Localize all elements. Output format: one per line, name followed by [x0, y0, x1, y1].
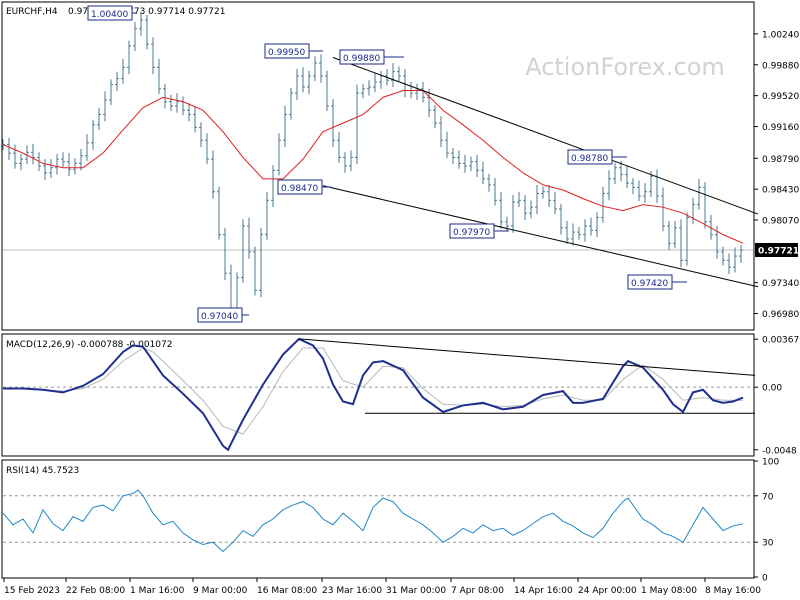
channel-lower-line — [322, 185, 759, 288]
price-annotation-label: 0.99880 — [343, 54, 380, 64]
price-axis-label: 0.98790 — [762, 155, 799, 165]
x-axis-label: 14 Apr 16:00 — [514, 586, 573, 596]
x-axis-label: 8 May 16:00 — [705, 586, 761, 596]
macd-title: MACD(12,26,9) -0.000788 -0.001072 — [6, 340, 172, 350]
price-axis-label: 0.99520 — [762, 92, 799, 102]
price-annotation-label: 1.00400 — [91, 10, 128, 20]
watermark: ActionForex.com — [525, 53, 725, 81]
rsi-panel — [1, 459, 755, 579]
x-axis-label: 24 Apr 00:00 — [578, 586, 637, 596]
price-annotation-label: 0.98470 — [281, 184, 318, 194]
last-price-label: 0.97721 — [758, 246, 799, 256]
price-axis-label: 1.00240 — [762, 30, 799, 40]
rsi-title: RSI(14) 45.7523 — [6, 466, 79, 476]
price-annotation-label: 0.97970 — [453, 228, 490, 238]
rsi-axis-label: 100 — [762, 458, 779, 468]
channel-upper-line — [332, 57, 759, 215]
chart-ohlc: 0.97760 0.97773 0.97714 0.97721 — [68, 7, 225, 17]
x-axis-label: 16 Mar 08:00 — [257, 586, 317, 596]
price-annotation-label: 0.97040 — [201, 312, 238, 322]
x-axis-label: 15 Feb 2023 — [4, 586, 60, 596]
price-panel — [1, 1, 755, 331]
price-axis-label: 0.99160 — [762, 123, 799, 133]
price-axis-label: 0.96980 — [762, 310, 799, 320]
rsi-axis-label: 30 — [762, 539, 774, 549]
x-axis-label: 7 Apr 08:00 — [451, 586, 504, 596]
macd-signal-line — [3, 347, 743, 435]
price-annotation-label: 0.98780 — [571, 154, 608, 164]
price-axis-label: 0.99880 — [762, 61, 799, 71]
macd-panel — [1, 333, 755, 457]
x-axis-label: 23 Mar 16:00 — [322, 586, 382, 596]
x-axis-label: 1 Mar 16:00 — [130, 586, 185, 596]
macd-axis-label: 0.00 — [762, 384, 782, 394]
moving-average-line — [2, 90, 744, 244]
price-axis-label: 0.98430 — [762, 186, 799, 196]
price-annotation-label: 0.97420 — [631, 279, 668, 289]
price-axis-label: 0.98070 — [762, 217, 799, 227]
x-axis-label: 9 Mar 00:00 — [193, 586, 248, 596]
chart-symbol: EURCHF,H4 — [6, 7, 58, 17]
price-annotation-label: 0.99950 — [268, 48, 305, 58]
x-axis-label: 1 May 08:00 — [641, 586, 697, 596]
macd-axis-label: 0.003679 — [762, 336, 800, 346]
rsi-line — [2, 489, 744, 553]
macd-line — [3, 337, 744, 452]
x-axis-label: 22 Feb 08:00 — [66, 586, 125, 596]
rsi-axis-label: 70 — [762, 492, 774, 502]
last-price-box — [755, 242, 798, 257]
macd-axis-label: -0.0048 — [762, 446, 797, 456]
rsi-axis-label: 0 — [762, 574, 768, 584]
x-axis-label: 31 Mar 00:00 — [386, 586, 446, 596]
macd-trendline-upper — [298, 338, 756, 376]
price-axis-label: 0.97340 — [762, 279, 799, 289]
